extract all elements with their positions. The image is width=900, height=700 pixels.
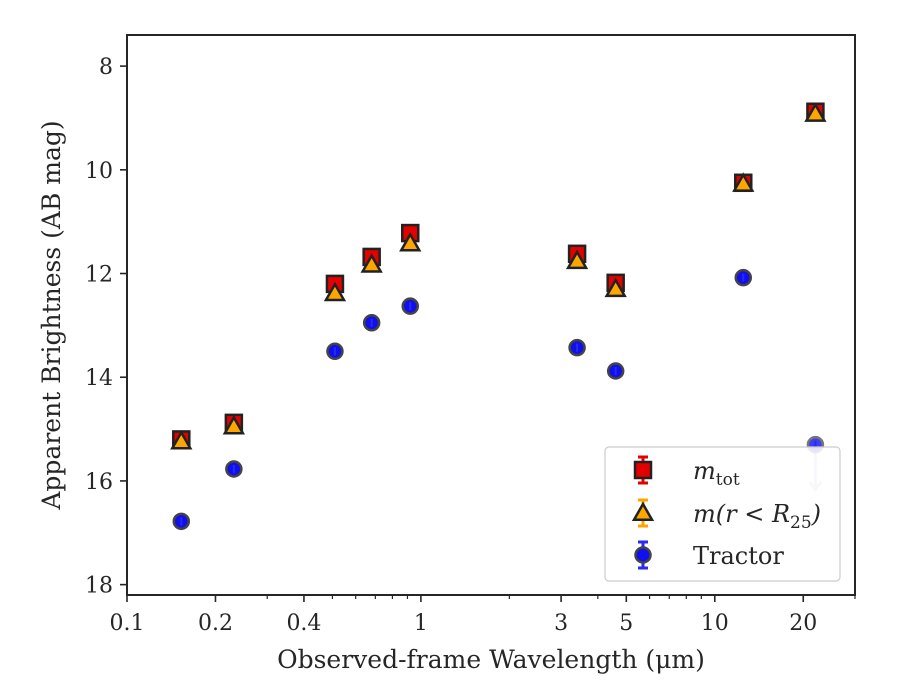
x-tick-label: 10 [701, 611, 729, 636]
x-tick-label: 0.4 [286, 611, 321, 636]
x-tick-label: 1 [414, 611, 428, 636]
axis-ticks: 0.1 0.2 0.4 1 3 5 10 20 8 10 12 14 16 18 [85, 55, 856, 636]
y-tick-label: 10 [85, 159, 113, 184]
series-triangle [170, 102, 827, 450]
x-axis-title: Observed-frame Wavelength (μm) [277, 645, 705, 674]
series-square [172, 102, 825, 449]
y-tick-label: 8 [99, 55, 113, 80]
data-marks [170, 102, 827, 531]
legend-label: Tractor [693, 542, 784, 570]
legend-marker [633, 460, 653, 480]
plot-frame [126, 34, 856, 596]
x-tick-label: 5 [619, 611, 633, 636]
y-tick-label: 18 [85, 574, 113, 599]
legend-box [604, 446, 841, 582]
legend-marker [631, 501, 655, 521]
legend-marker [634, 546, 652, 564]
x-tick-label: 0.1 [110, 611, 145, 636]
legend-label: mtot [693, 457, 740, 490]
y-tick-label: 16 [85, 470, 113, 495]
legend-label: m(r < R25) [693, 500, 821, 533]
y-tick-label: 12 [85, 263, 113, 288]
y-tick-label: 14 [85, 366, 113, 391]
x-tick-label: 20 [789, 611, 817, 636]
x-tick-label: 0.2 [198, 611, 233, 636]
legend: mtot m(r < R25) Tractor [604, 446, 841, 582]
y-axis-title: Apparent Brightness (AB mag) [37, 120, 66, 510]
x-tick-label: 3 [554, 611, 568, 636]
